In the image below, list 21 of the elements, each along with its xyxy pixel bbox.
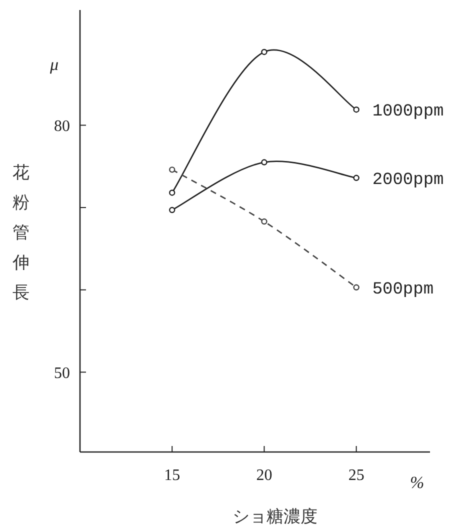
point	[261, 218, 268, 225]
y-tick-label: 80	[54, 118, 70, 136]
point	[261, 48, 268, 56]
x-axis-title: ショ糖濃度	[232, 507, 318, 526]
point	[169, 206, 176, 214]
series-label: 500ppm	[372, 280, 434, 300]
series-label: 1000ppm	[372, 102, 444, 122]
text: %	[410, 473, 424, 492]
point	[353, 106, 360, 113]
point	[353, 284, 360, 290]
point	[261, 159, 268, 166]
series-label: 2000ppm	[372, 170, 444, 190]
y-tick-label: 50	[54, 365, 70, 382]
y-axis-title: 花粉管伸長	[12, 163, 30, 302]
text: μ	[49, 55, 59, 74]
x-tick-label: 20	[256, 467, 272, 484]
point	[353, 174, 360, 182]
x-tick-label: 15	[164, 467, 180, 484]
point	[169, 190, 176, 196]
point	[169, 166, 176, 173]
x-tick-label: 25	[348, 467, 364, 484]
